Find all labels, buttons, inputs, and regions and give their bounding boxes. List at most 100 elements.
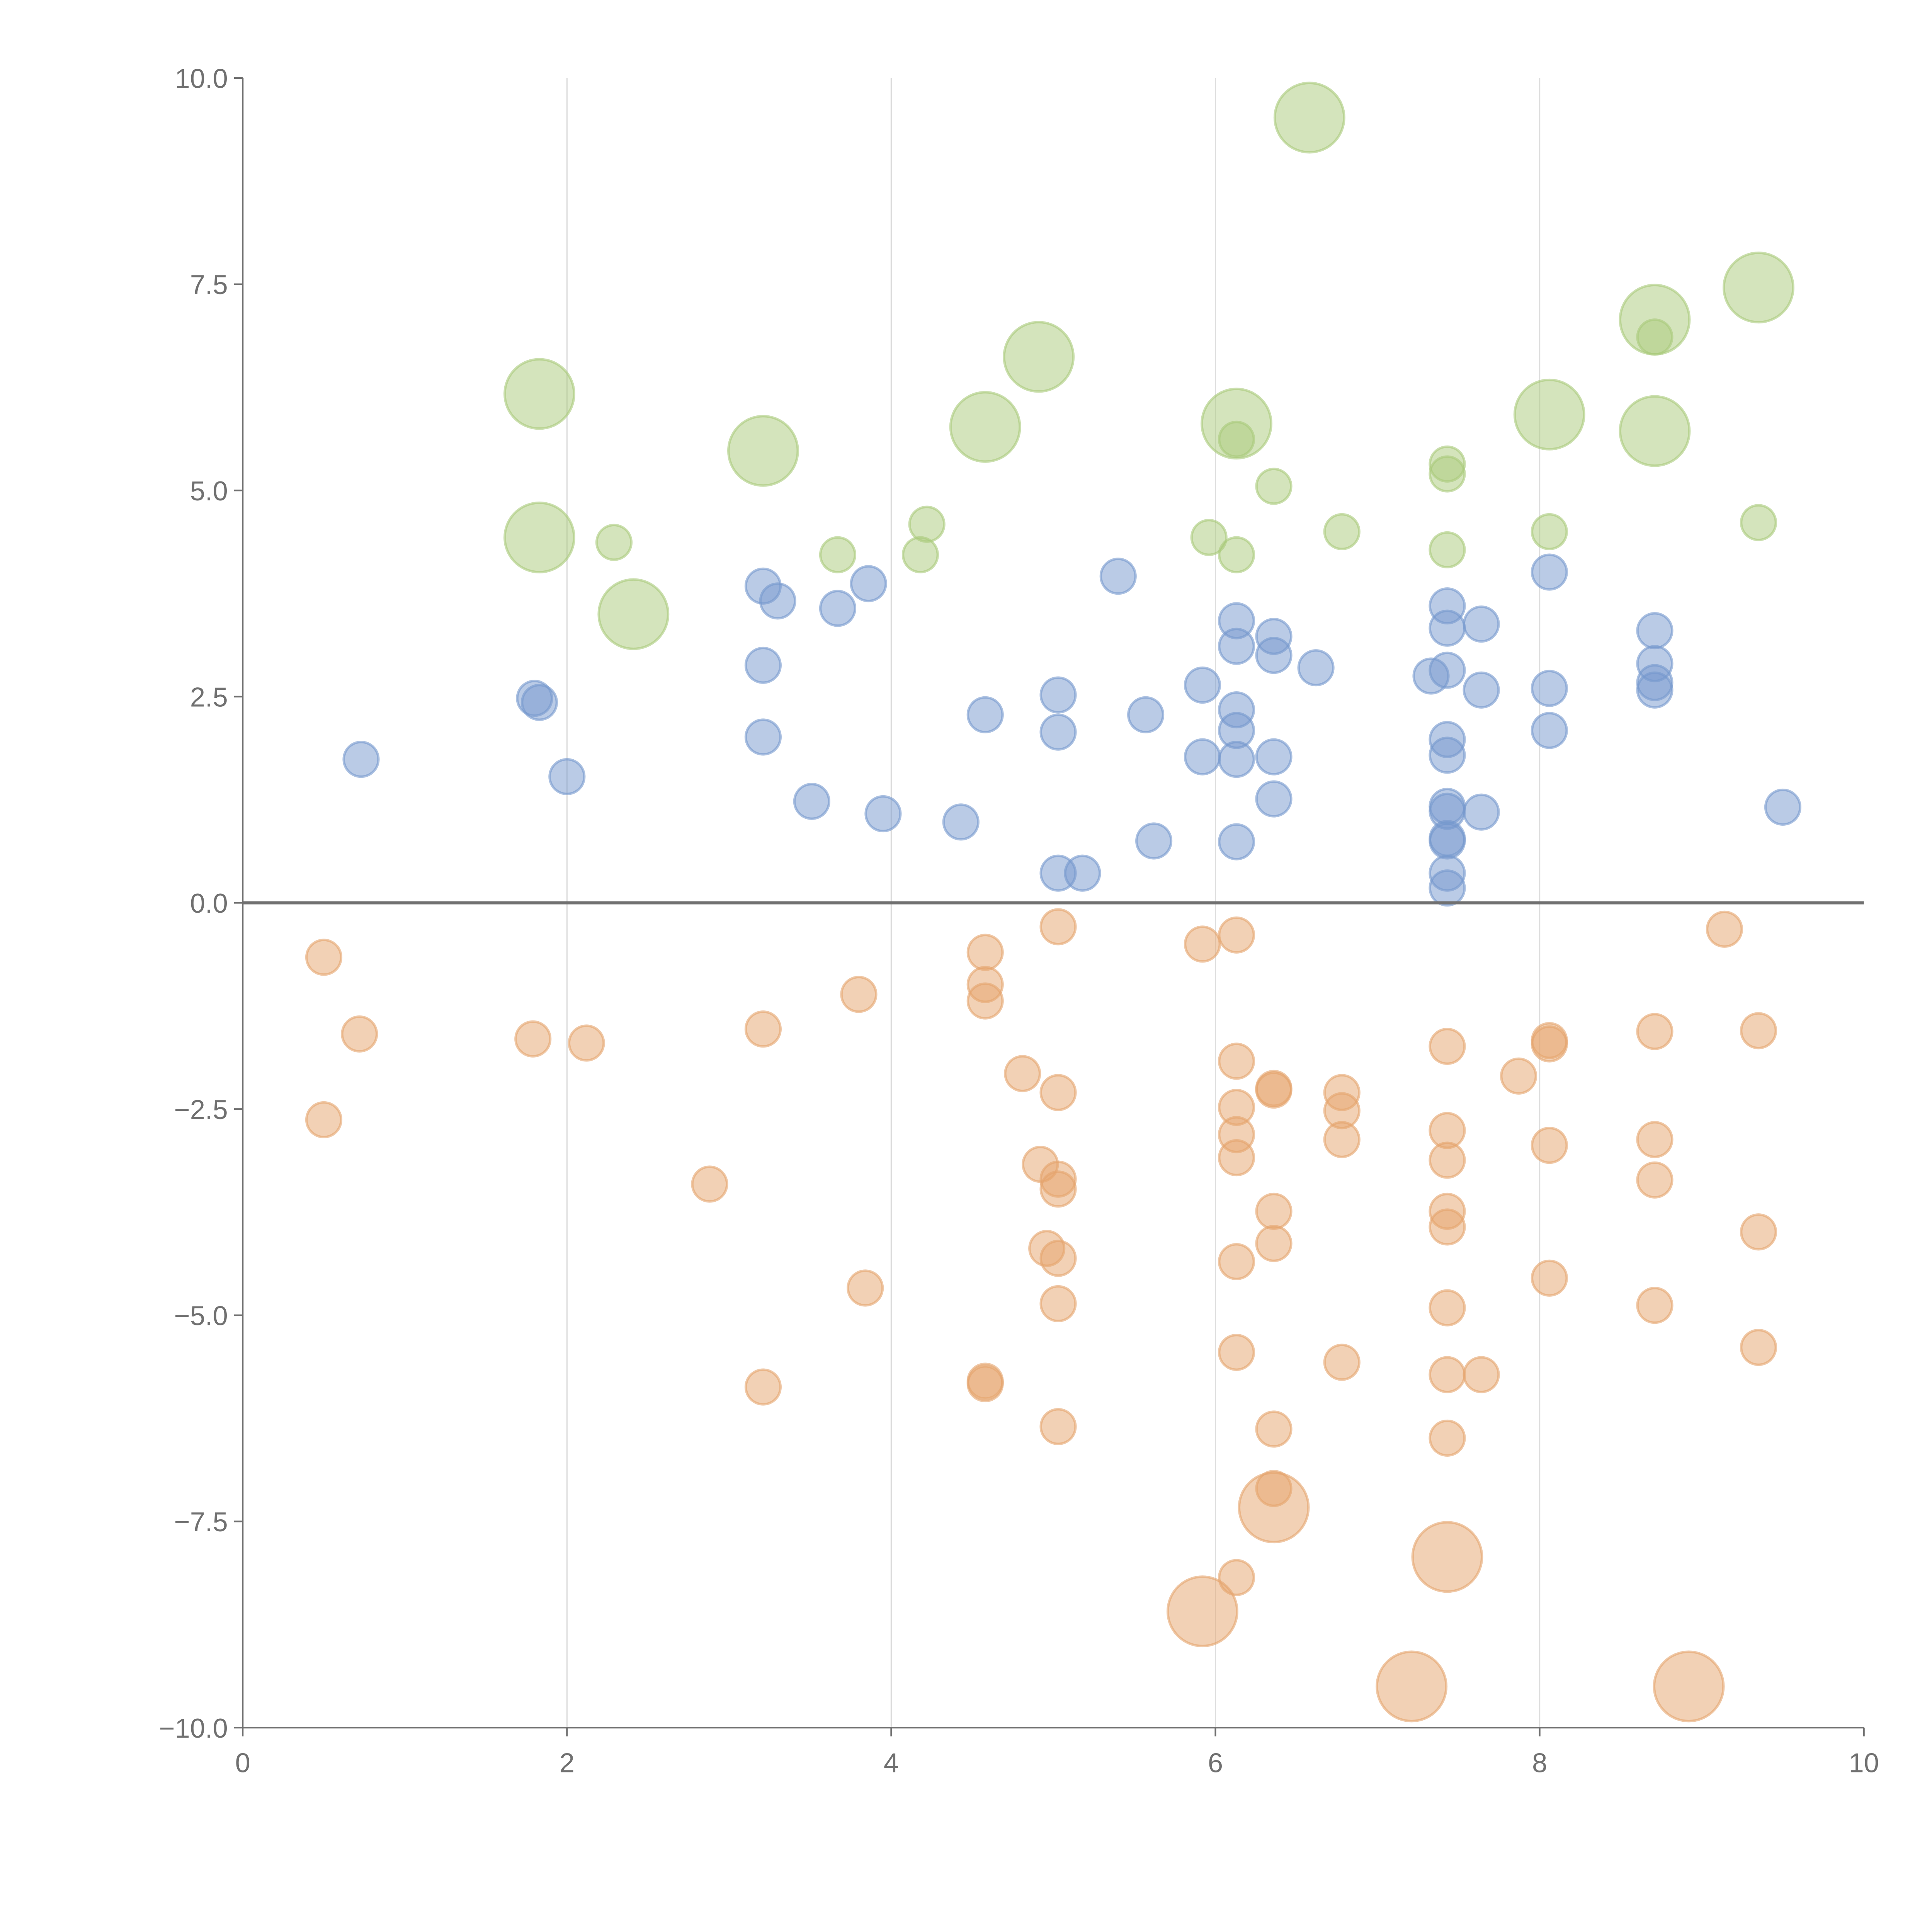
data-point-orange [1636,1161,1673,1199]
data-point-blue [1218,823,1255,861]
data-point-green [1273,82,1345,154]
data-point-blue [342,741,380,778]
data-point-green [949,391,1021,463]
data-point-orange [1531,1259,1568,1297]
x-tick-label: 8 [1532,1748,1547,1778]
data-point-blue [1297,649,1335,687]
data-point-orange [1429,1208,1466,1246]
data-point-green [1513,378,1585,451]
y-tick-label: 5.0 [190,476,228,506]
data-point-orange [1166,1575,1238,1648]
data-point-blue [1218,741,1255,778]
data-point-orange [1740,1213,1777,1251]
y-tick-label: −10.0 [159,1713,228,1743]
data-point-green [503,501,575,573]
data-point-green [908,505,946,543]
data-point-blue [864,795,902,833]
data-point-blue [1531,670,1568,707]
data-point-orange [305,1101,343,1139]
data-point-green [1003,321,1075,393]
data-point-orange [1636,1013,1673,1050]
data-point-orange [1218,1243,1255,1281]
data-point-orange [1039,1408,1077,1446]
data-point-orange [1429,1289,1466,1327]
data-point-blue [1039,713,1077,751]
data-point-green [1218,420,1255,458]
data-point-blue [1429,822,1466,860]
data-point-blue [1429,869,1466,907]
data-point-green [597,578,670,650]
data-point-orange [1500,1057,1537,1095]
data-point-green [1429,455,1466,493]
data-point-green [1619,395,1691,467]
data-point-orange [1531,1025,1568,1063]
data-point-blue [850,565,887,602]
data-point-blue [1531,712,1568,749]
data-point-blue [744,646,782,684]
y-tick-label: 0.0 [190,888,228,918]
data-point-blue [1218,628,1255,665]
x-tick-label: 4 [884,1748,899,1778]
data-point-blue [1463,793,1500,831]
data-point-orange [966,934,1004,971]
data-point-green [1636,318,1673,356]
data-point-orange [840,976,878,1013]
data-point-green [1531,513,1568,551]
data-point-orange [1255,1192,1293,1230]
data-point-orange [744,1368,782,1406]
data-point-blue [1255,637,1293,674]
series-blue [342,553,1802,907]
data-point-green [1723,252,1794,324]
series-green [503,82,1794,650]
data-point-green [819,536,857,573]
data-point-orange [966,982,1004,1020]
data-point-orange [1429,1356,1466,1393]
data-point-orange [1411,1521,1483,1593]
x-tick-label: 2 [560,1748,575,1778]
data-point-blue [1039,676,1077,714]
data-point-orange [966,1365,1004,1403]
data-point-orange [1463,1356,1500,1393]
data-point-blue [1135,822,1173,860]
data-point-blue [1255,738,1293,776]
data-point-orange [1004,1055,1041,1092]
data-point-orange [1184,925,1221,963]
data-point-orange [514,1020,552,1058]
y-axis-ticks: 10.0 7.5 5.0 2.5 0.0 −2.5 −5.0 −7.5 −10.0 [159,63,243,1743]
data-points [305,82,1802,1723]
x-tick-label: 10 [1849,1748,1879,1778]
data-point-orange [1039,908,1077,946]
data-point-orange [1218,1139,1255,1177]
data-point-green [1255,468,1293,505]
data-point-orange [1323,1344,1361,1381]
data-point-blue [1636,671,1673,709]
data-point-blue [1636,612,1673,650]
data-point-orange [744,1010,782,1048]
x-tick-label: 0 [235,1748,250,1778]
data-point-orange [1376,1650,1448,1723]
data-point-blue [1127,696,1165,733]
data-point-orange [1238,1471,1310,1544]
data-point-blue [1255,780,1293,818]
data-point-orange [1039,1074,1077,1111]
data-point-blue [759,582,796,620]
x-axis-ticks: 0 2 4 6 8 10 [235,1728,1879,1778]
data-point-blue [793,782,830,820]
data-point-orange [1323,1121,1361,1158]
data-point-blue [744,718,782,756]
data-point-orange [1218,1333,1255,1371]
data-point-orange [568,1024,605,1062]
data-point-blue [1429,609,1466,647]
data-point-orange [1531,1127,1568,1164]
data-point-blue [942,803,980,841]
data-point-blue [1429,651,1466,689]
data-point-orange [341,1015,378,1053]
data-point-orange [305,939,343,976]
y-tick-label: −2.5 [174,1094,228,1125]
data-point-orange [1039,1285,1077,1323]
data-point-blue [1184,666,1221,704]
data-point-orange [1255,1410,1293,1448]
data-point-green [1190,519,1228,556]
y-tick-label: 7.5 [190,269,228,300]
